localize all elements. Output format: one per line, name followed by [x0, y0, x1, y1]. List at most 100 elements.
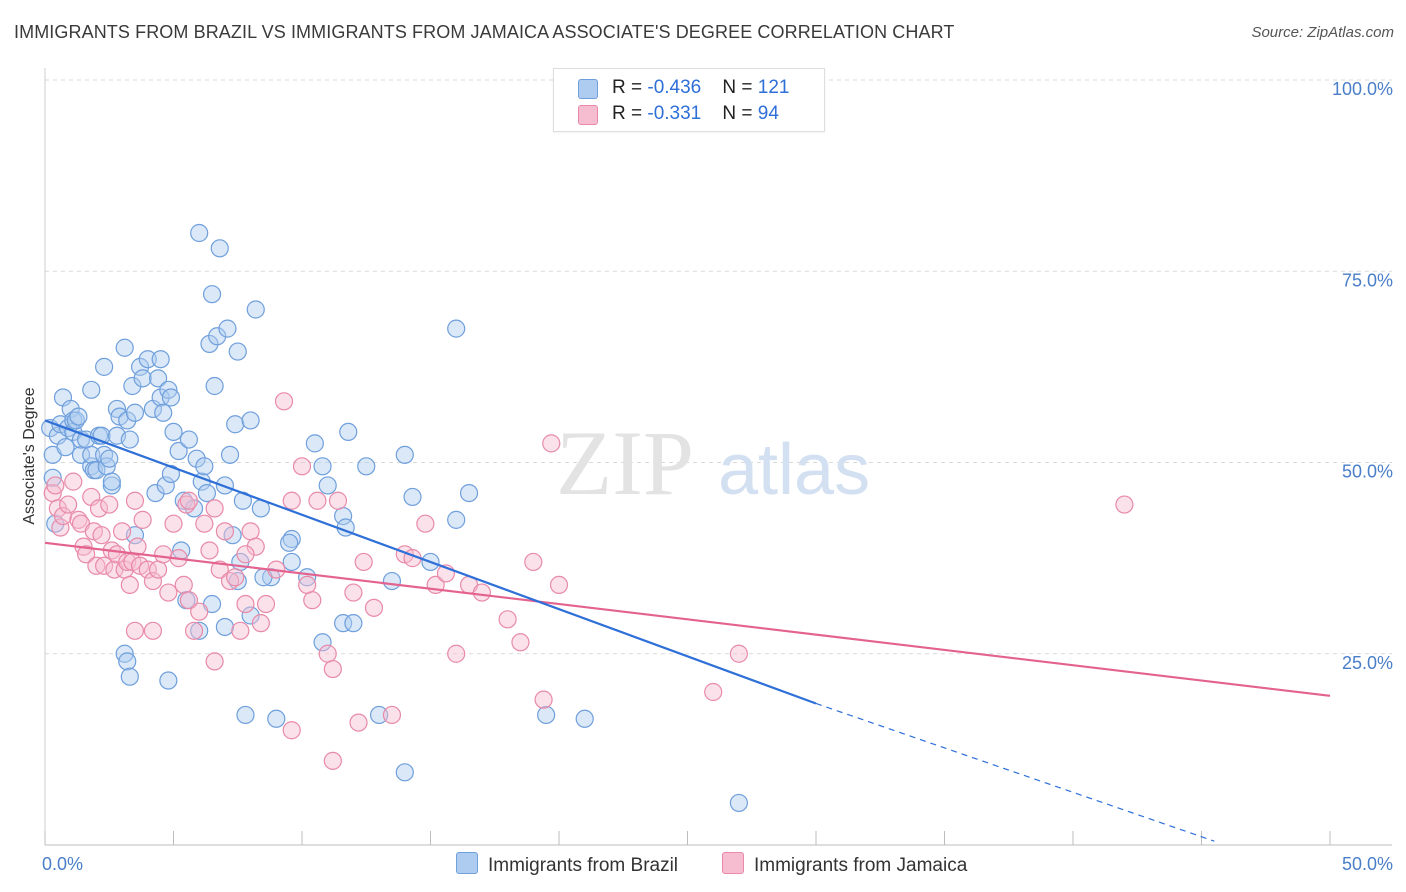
brazil-point — [164, 422, 183, 441]
jamaica-point — [542, 434, 561, 453]
jamaica-point — [143, 621, 163, 640]
brazil-point — [87, 461, 106, 480]
jamaica-point — [323, 751, 342, 770]
jamaica-point — [246, 537, 265, 556]
legend-r-value-jamaica: -0.331 — [647, 103, 702, 124]
brazil-point — [208, 327, 227, 346]
legend-swatch-brazil — [578, 79, 598, 99]
brazil-point — [100, 449, 119, 468]
jamaica-point — [77, 545, 96, 564]
brazil-point — [102, 472, 121, 491]
brazil-point — [267, 709, 286, 728]
brazil-point — [459, 484, 479, 503]
jamaica-point — [148, 560, 168, 579]
jamaica-point — [95, 556, 114, 575]
brazil-point — [151, 388, 170, 407]
brazil-point — [334, 614, 353, 633]
jamaica-point — [205, 652, 224, 671]
brazil-point — [403, 487, 422, 507]
jamaica-point — [236, 594, 255, 614]
x-tick-label: 50.0% — [1342, 854, 1393, 874]
brazil-point — [146, 484, 165, 503]
jamaica-point — [534, 690, 553, 709]
jamaica-point — [472, 583, 491, 602]
brazil-point — [370, 705, 389, 725]
watermark-zip: ZIP — [556, 412, 694, 514]
jamaica-point — [51, 518, 70, 537]
brazil-point — [118, 411, 137, 430]
jamaica-point — [349, 713, 368, 732]
jamaica-point — [729, 644, 749, 663]
brazil-point — [197, 484, 217, 503]
jamaica-point — [210, 560, 229, 579]
jamaica-point — [1115, 495, 1134, 514]
jamaica-point — [524, 552, 543, 572]
brazil-trend-extension — [815, 702, 1215, 842]
brazil-point — [161, 388, 181, 407]
jamaica-point — [195, 514, 214, 533]
brazil-point — [395, 763, 414, 782]
brazil-point — [190, 621, 209, 640]
jamaica-point — [282, 491, 301, 510]
grid-lines — [45, 79, 1392, 655]
brazil-point — [313, 457, 332, 476]
brazil-point — [226, 415, 245, 434]
jamaica-trend-line — [44, 541, 1331, 697]
legend-swatch-jamaica — [578, 105, 598, 125]
brazil-point — [151, 350, 170, 369]
brazil-point — [282, 552, 301, 572]
jamaica-point — [292, 457, 312, 476]
jamaica-point — [498, 610, 517, 629]
jamaica-point — [92, 526, 111, 545]
brazil-point — [120, 667, 139, 686]
jamaica-point — [549, 575, 569, 595]
jamaica-point — [256, 594, 276, 614]
brazil-point — [241, 606, 260, 625]
jamaica-point — [282, 721, 301, 740]
jamaica-point — [46, 476, 65, 495]
jamaica-point — [236, 545, 255, 564]
jamaica-point — [328, 491, 348, 510]
legend-n-value-brazil: 121 — [757, 77, 790, 98]
brazil-point — [537, 705, 556, 725]
brazil-point — [575, 709, 594, 728]
brazil-point — [102, 476, 121, 495]
brazil-point — [130, 357, 150, 376]
brazil-point — [138, 350, 157, 369]
bottom-legend-swatch-jamaica — [722, 852, 744, 874]
brazil-point — [447, 510, 466, 529]
y-axis-label: Associate's Degree — [21, 387, 38, 524]
bottom-legend-swatch-brazil — [456, 852, 478, 874]
jamaica-point — [447, 644, 466, 663]
jamaica-point — [154, 545, 173, 564]
brazil-point — [205, 376, 224, 396]
jamaica-point — [511, 633, 530, 652]
stats-legend: R = -0.436 N = 121 R = -0.331 N = 94 — [553, 68, 825, 132]
brazil-point — [228, 342, 247, 361]
jamaica-point — [318, 644, 337, 663]
brazil-point — [236, 705, 255, 725]
jamaica-point — [298, 575, 317, 595]
jamaica-point — [64, 472, 83, 491]
jamaica-point — [215, 522, 234, 541]
legend-r-value-brazil: -0.436 — [647, 77, 702, 98]
y-tick-label: 50.0% — [1342, 462, 1393, 482]
jamaica-point — [179, 591, 199, 610]
brazil-point — [313, 633, 332, 652]
jamaica-point — [231, 621, 250, 640]
jamaica-point — [120, 575, 139, 595]
brazil-point — [220, 445, 240, 464]
jamaica-point — [241, 522, 260, 541]
brazil-point — [61, 399, 80, 419]
y-tick-label: 25.0% — [1342, 653, 1393, 673]
brazil-point — [280, 533, 299, 552]
watermark: ZIP atlas — [556, 412, 870, 514]
brazil-point — [133, 369, 152, 388]
jamaica-point — [354, 552, 373, 572]
brazil-point — [161, 464, 181, 484]
brazil-trend-line — [44, 419, 817, 705]
y-tick-label: 75.0% — [1342, 270, 1393, 290]
legend-r-label: R = — [612, 77, 648, 98]
jamaica-point — [323, 659, 342, 679]
brazil-point — [729, 793, 749, 813]
